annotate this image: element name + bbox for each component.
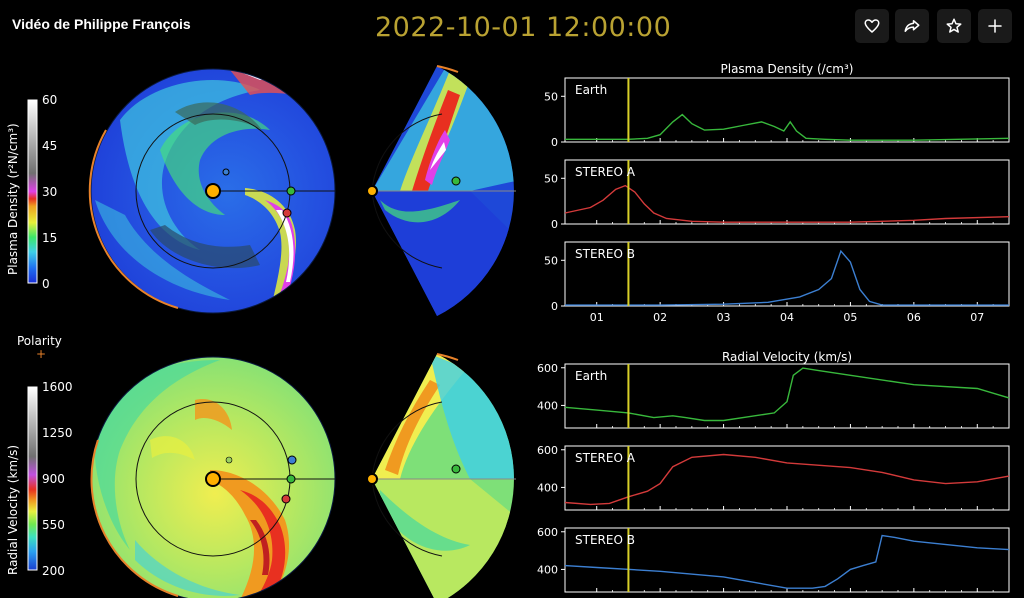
velocity-tick-900: 900 (42, 472, 65, 486)
panel-title-0: Plasma Density (/cm³) (721, 62, 854, 76)
panel-frame (564, 445, 1010, 511)
density-tick-0: 0 (42, 277, 50, 291)
y-tick-label: 0 (551, 300, 558, 313)
plus-icon (988, 19, 1002, 33)
video-title[interactable]: Vidéo de Philippe François (12, 16, 191, 32)
y-tick-label: 0 (551, 136, 558, 149)
share-icon (904, 20, 920, 32)
panel-frame (564, 241, 1010, 307)
y-tick-label: 50 (544, 172, 558, 185)
like-button[interactable] (855, 9, 889, 43)
series-line-stereo-b (565, 249, 1009, 306)
panel-1-0: 600 400 Earth (537, 362, 1010, 429)
velocity-colorbar: 1600 1250 900 550 200 Radial Velocity (k… (6, 380, 73, 578)
y-tick-label: 600 (537, 444, 558, 457)
series-label: STEREO A (575, 451, 636, 465)
series-line-earth (565, 113, 1010, 141)
panel-1-2: 60040001020304050607STEREO B (537, 526, 1010, 598)
x-tick-label: 01 (590, 311, 604, 324)
polarity-symbol: + (36, 347, 47, 361)
density-colorbar-label: Plasma Density (r²N/cm³) (6, 123, 20, 275)
add-button[interactable] (978, 9, 1012, 43)
panel-frame (564, 77, 1010, 143)
series-line-stereo-b (564, 534, 1010, 589)
velocity-colorbar-label: Radial Velocity (km/s) (6, 445, 20, 575)
share-button[interactable] (895, 9, 929, 43)
x-tick-label: 04 (780, 311, 794, 324)
velocity-ecliptic-map (90, 356, 336, 598)
x-tick-label: 03 (717, 311, 731, 324)
star-icon (946, 18, 962, 33)
panel-frame (564, 159, 1010, 225)
panel-0-0: 50 0 Earth (544, 77, 1010, 149)
velocity-tick-200: 200 (42, 564, 65, 578)
x-tick-label: 07 (970, 311, 984, 324)
y-tick-label: 400 (537, 563, 558, 576)
favorite-button[interactable] (937, 9, 971, 43)
density-tick-45: 45 (42, 139, 57, 153)
panel-frame (564, 527, 1010, 593)
series-label: Earth (575, 83, 607, 97)
series-label: STEREO B (575, 533, 635, 547)
panel-frame (564, 363, 1010, 429)
density-tick-30: 30 (42, 185, 57, 199)
y-tick-label: 400 (537, 481, 558, 494)
heart-icon (864, 19, 880, 33)
time-series-panels: Plasma Density (/cm³) 50 0 Earth 50 0 STEREO A… (537, 62, 1010, 598)
density-ecliptic-map (88, 68, 336, 314)
x-tick-label: 06 (907, 311, 921, 324)
polarity-label: Polarity (17, 334, 62, 348)
velocity-tick-550: 550 (42, 518, 65, 532)
density-colorbar: 60 45 30 15 0 Plasma Density (r²N/cm³) (6, 93, 57, 291)
series-label: STEREO B (575, 247, 635, 261)
y-tick-label: 600 (537, 362, 558, 375)
series-line-earth (564, 367, 1010, 422)
panel-title-1: Radial Velocity (km/s) (722, 350, 852, 364)
timestamp: 2022-10-01 12:00:00 (375, 12, 672, 43)
velocity-tick-1600: 1600 (42, 380, 73, 394)
x-tick-label: 05 (843, 311, 857, 324)
velocity-tick-1250: 1250 (42, 426, 73, 440)
series-line-stereo-a (564, 184, 1010, 223)
density-tick-15: 15 (42, 231, 57, 245)
panel-0-1: 50 0 STEREO A (544, 159, 1010, 231)
density-meridional-wedge (366, 65, 516, 316)
y-tick-label: 400 (537, 399, 558, 412)
velocity-meridional-wedge (366, 353, 516, 598)
y-tick-label: 0 (551, 218, 558, 231)
series-label: STEREO A (575, 165, 636, 179)
y-tick-label: 50 (544, 254, 558, 267)
series-label: Earth (575, 369, 607, 383)
y-tick-label: 600 (537, 526, 558, 539)
density-tick-60: 60 (42, 93, 57, 107)
panel-0-2: 50 0 01 02 03 04 05 06 07 STEREO B (544, 241, 1010, 324)
x-tick-label: 02 (653, 311, 667, 324)
y-tick-label: 50 (544, 90, 558, 103)
series-line-stereo-a (564, 453, 1010, 506)
panel-1-1: 600 400 STEREO A (537, 444, 1010, 511)
